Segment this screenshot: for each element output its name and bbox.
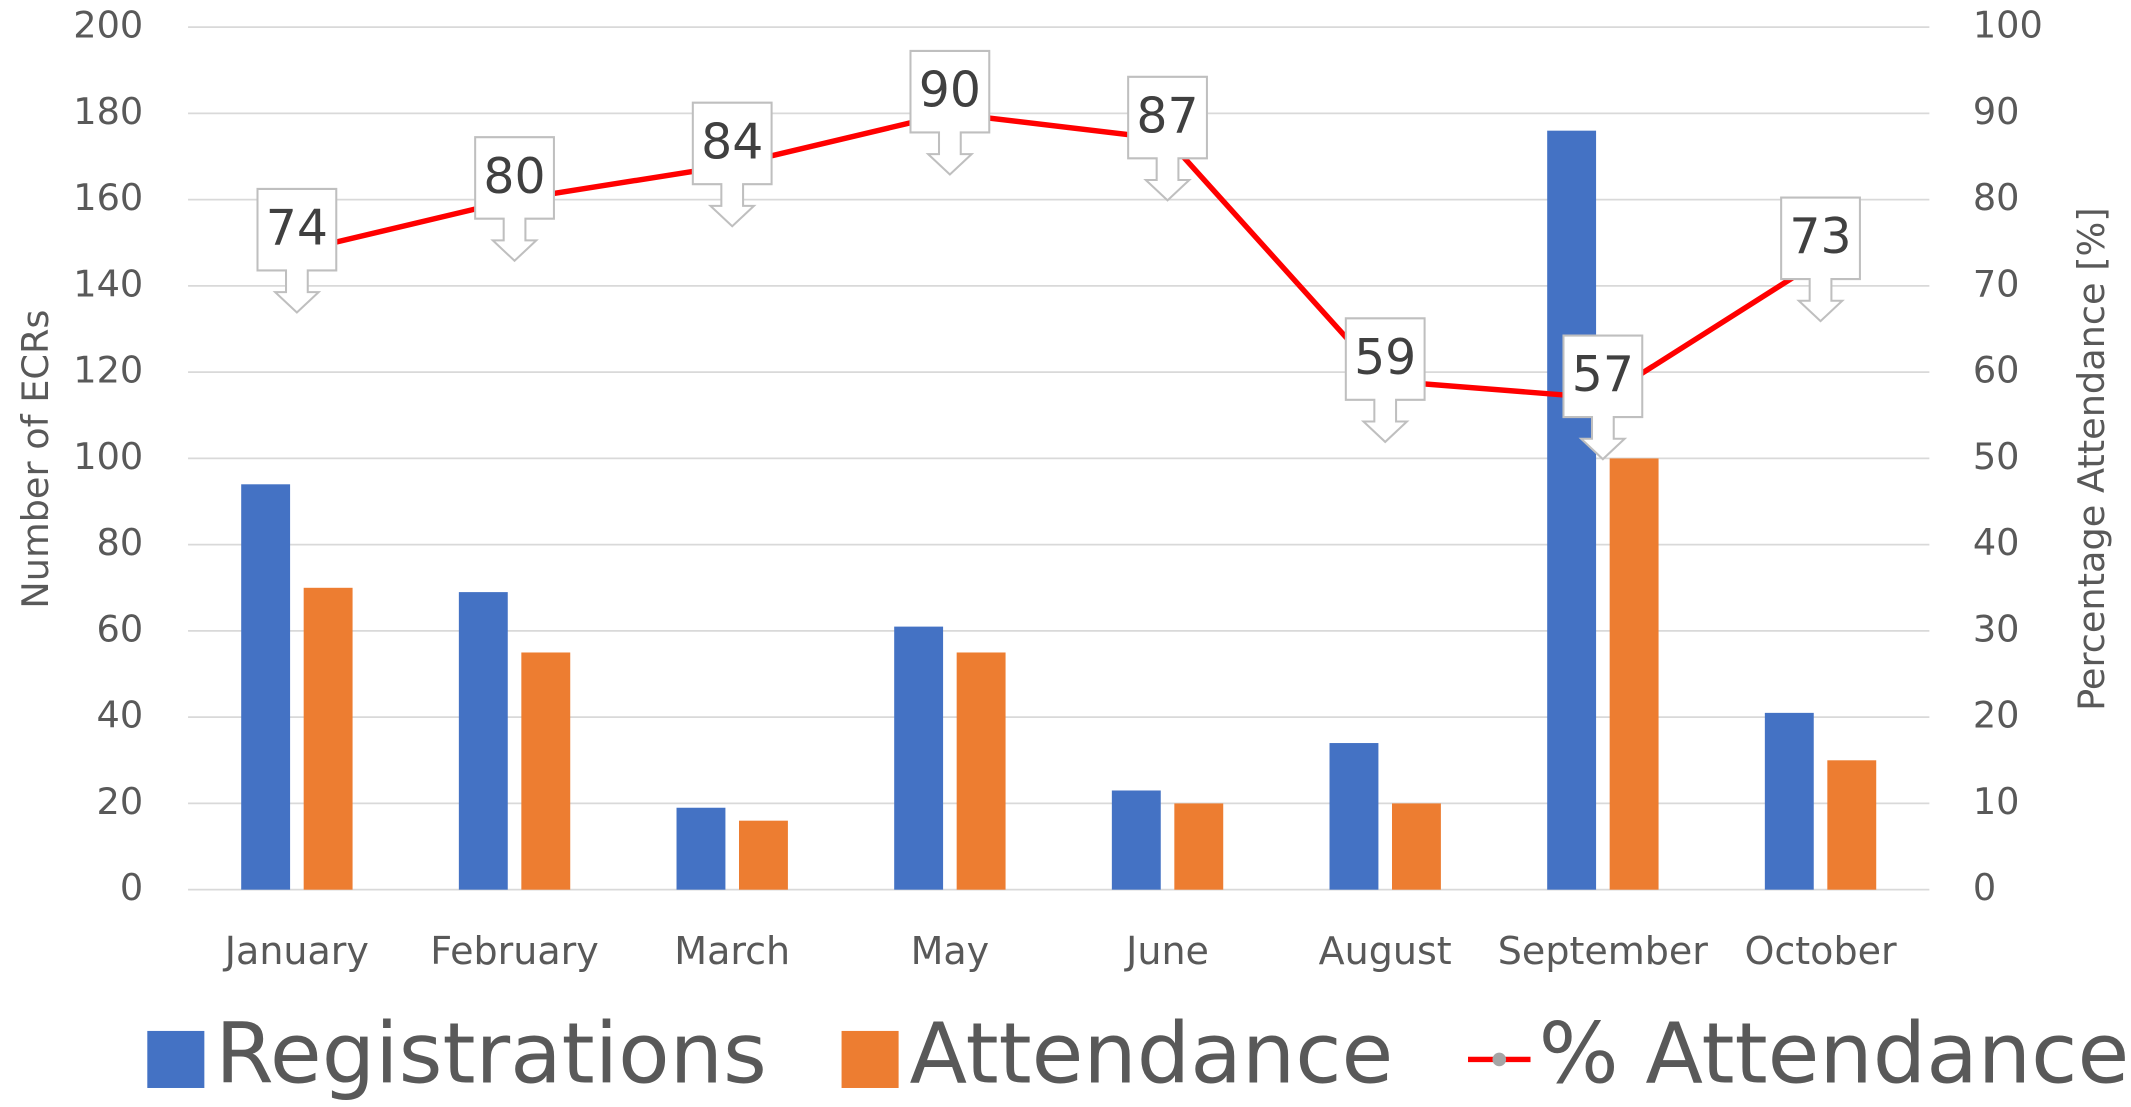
y2-tick-label: 0 xyxy=(1973,866,1996,909)
legend-label: Attendance xyxy=(909,1004,1393,1102)
data-label: 84 xyxy=(701,113,763,170)
y-tick-label: 60 xyxy=(97,607,144,650)
data-label-callout xyxy=(1344,317,1426,444)
y-tick-label: 80 xyxy=(97,521,144,564)
bar xyxy=(1174,803,1224,890)
legend-swatch xyxy=(841,1030,899,1088)
data-label-callout xyxy=(256,187,338,314)
x-tick-label: May xyxy=(911,929,990,973)
bar xyxy=(894,626,944,890)
bar xyxy=(1764,712,1814,890)
legend-label: % Attendance xyxy=(1539,1004,2130,1102)
y2-tick-label: 30 xyxy=(1973,607,2020,650)
y2-tick-label: 10 xyxy=(1973,780,2020,823)
y-tick-label: 140 xyxy=(73,262,143,305)
data-label-callout xyxy=(909,49,991,176)
x-tick-label: June xyxy=(1124,929,1209,973)
y-tick-label: 0 xyxy=(120,866,143,909)
y-tick-label: 200 xyxy=(73,4,143,47)
x-tick-label: September xyxy=(1498,929,1708,973)
data-label-callout xyxy=(691,101,773,228)
y-axis-title: Number of ECRs xyxy=(14,309,57,608)
y-tick-label: 100 xyxy=(73,435,143,478)
bar xyxy=(1547,130,1597,890)
y-tick-label: 40 xyxy=(97,694,144,737)
x-tick-label: August xyxy=(1319,929,1452,973)
bar xyxy=(1609,458,1659,890)
bar xyxy=(739,820,788,890)
y2-tick-label: 90 xyxy=(1973,90,2020,133)
bar xyxy=(1827,760,1877,890)
bar xyxy=(521,652,571,890)
y2-tick-label: 50 xyxy=(1973,435,2020,478)
y-tick-label: 20 xyxy=(97,780,144,823)
x-tick-label: February xyxy=(430,929,598,973)
bar xyxy=(241,484,291,890)
x-tick-label: January xyxy=(223,929,369,973)
y-tick-label: 180 xyxy=(73,90,143,133)
bar xyxy=(956,652,1006,890)
data-label: 90 xyxy=(919,62,981,119)
legend-label: Registrations xyxy=(215,1004,767,1102)
bar xyxy=(303,587,353,890)
x-tick-label: March xyxy=(674,929,790,973)
data-label: 87 xyxy=(1136,87,1198,144)
bar xyxy=(1391,803,1441,890)
data-label: 57 xyxy=(1572,346,1634,403)
data-label: 73 xyxy=(1789,208,1851,265)
bar xyxy=(1111,790,1161,890)
data-label-callout xyxy=(1562,334,1644,461)
x-tick-label: October xyxy=(1744,929,1897,973)
y-tick-label: 120 xyxy=(73,349,143,392)
y2-tick-label: 20 xyxy=(1973,694,2020,737)
bar xyxy=(1329,743,1379,890)
y2-tick-label: 100 xyxy=(1973,4,2043,47)
y2-tick-label: 60 xyxy=(1973,349,2020,392)
bar xyxy=(676,807,726,890)
data-label: 74 xyxy=(266,200,328,257)
y2-axis-title: Percentage Attendance [%] xyxy=(2070,207,2113,711)
bar xyxy=(458,592,508,890)
legend-swatch xyxy=(147,1030,205,1088)
data-label-callout xyxy=(474,136,555,263)
data-label-callout xyxy=(1127,75,1208,202)
y2-tick-label: 70 xyxy=(1973,262,2020,305)
legend-marker xyxy=(1492,1052,1507,1067)
data-label: 80 xyxy=(483,148,545,205)
y2-tick-label: 80 xyxy=(1973,176,2020,219)
y-tick-label: 160 xyxy=(73,176,143,219)
data-label: 59 xyxy=(1354,329,1416,386)
y2-tick-label: 40 xyxy=(1973,521,2020,564)
data-label-callout xyxy=(1780,196,1861,323)
